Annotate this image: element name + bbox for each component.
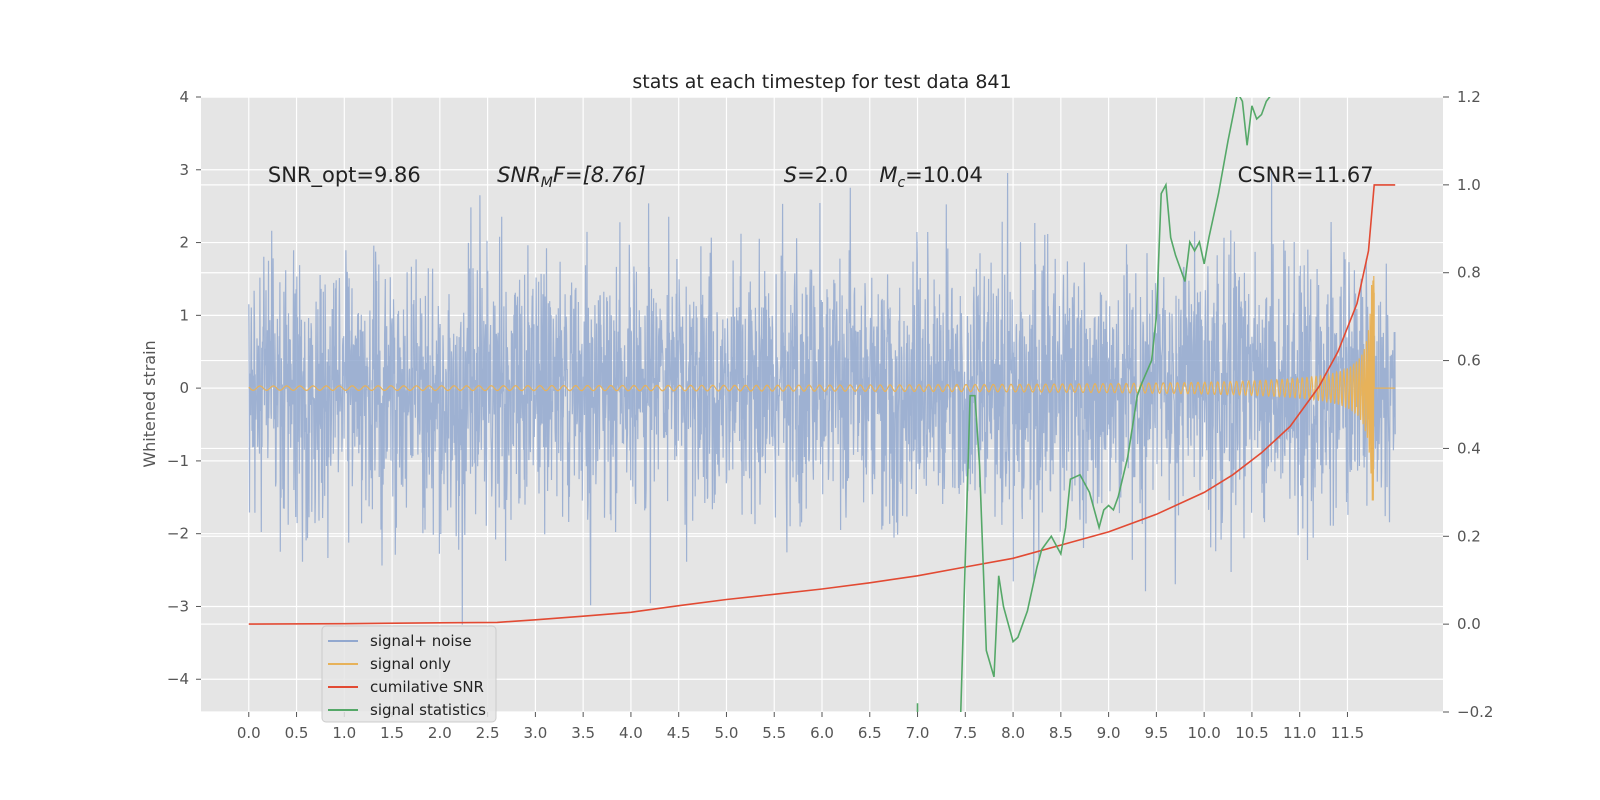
- y-tick-label: 2: [179, 234, 189, 252]
- y-tick-label: 0: [179, 379, 189, 397]
- x-tick-label: 10.5: [1235, 724, 1268, 742]
- x-tick-label: 9.5: [1144, 724, 1168, 742]
- x-tick-label: 8.5: [1049, 724, 1073, 742]
- chart-title: stats at each timestep for test data 841: [632, 71, 1011, 93]
- y-tick-label: −3: [167, 597, 189, 615]
- y-axis-label: Whitened strain: [140, 340, 159, 467]
- x-tick-label: 2.5: [476, 724, 500, 742]
- y2-tick-label: 0.6: [1457, 352, 1481, 370]
- y-tick-label: −2: [167, 525, 189, 543]
- annotation-value: F=[8.76]: [553, 163, 646, 187]
- annotation-1: SNRMF=[8.76]: [497, 163, 646, 191]
- series-signal-statistics: [916, 97, 1271, 712]
- x-tick-label: 2.0: [428, 724, 452, 742]
- y-tick-label: −1: [167, 452, 189, 470]
- x-tick-label: 0.5: [285, 724, 309, 742]
- x-tick-label: 6.0: [810, 724, 834, 742]
- annotation-symbol: M: [879, 163, 897, 187]
- legend-label: signal+ noise: [370, 632, 472, 650]
- y2-tick-label: 1.0: [1457, 176, 1481, 194]
- x-tick-label: 5.0: [715, 724, 739, 742]
- x-tick-label: 1.0: [332, 724, 356, 742]
- y-tick-label: 3: [179, 161, 189, 179]
- annotation-symbol: SNR: [497, 163, 541, 187]
- x-tick-label: 11.0: [1283, 724, 1316, 742]
- series-cumulative-snr: [248, 184, 1396, 625]
- x-tick-label: 11.5: [1331, 724, 1364, 742]
- y2-tick-label: 1.2: [1457, 88, 1481, 106]
- annotation-4: CSNR=11.67: [1238, 163, 1374, 187]
- x-tick-label: 6.5: [858, 724, 882, 742]
- y-tick-label: 1: [179, 306, 189, 324]
- x-tick-label: 3.0: [523, 724, 547, 742]
- x-tick-label: 8.0: [1001, 724, 1025, 742]
- annotation-symbol: S: [784, 163, 797, 187]
- annotation-value: =2.0: [797, 163, 848, 187]
- legend-label: signal statistics: [370, 701, 486, 719]
- x-tick-label: 1.5: [380, 724, 404, 742]
- y2-tick-label: 0.8: [1457, 264, 1481, 282]
- annotation-subscript: M: [541, 175, 553, 191]
- annotations: SNR_opt=9.86 SNRMF=[8.76] S=2.0 Mc=10.04 CSN…: [268, 163, 1374, 191]
- x-tick-label: 7.0: [906, 724, 930, 742]
- y2-tick-label: 0.0: [1457, 615, 1481, 633]
- y2-tick-label: 0.4: [1457, 439, 1481, 457]
- y2-tick-label: 0.2: [1457, 527, 1481, 545]
- y-tick-label: 4: [179, 88, 189, 106]
- axis-ticks: 0.0 0.5 1.0 1.5 2.0 2.5 3.0 3.5 4.0 4.5 5.0 5.5 6.0 6…: [167, 88, 1494, 742]
- legend: signal+ noise signal only cumilative SNR si…: [321, 625, 497, 723]
- x-tick-label: 3.5: [571, 724, 595, 742]
- x-tick-label: 0.0: [237, 724, 261, 742]
- annotation-subscript: c: [897, 175, 905, 191]
- x-tick-label: 5.5: [762, 724, 786, 742]
- annotation-value: =10.04: [905, 163, 983, 187]
- y2-tick-label: −0.2: [1457, 703, 1493, 721]
- annotation-3: Mc=10.04: [879, 163, 983, 191]
- annotation-0: SNR_opt=9.86: [268, 163, 421, 188]
- x-tick-label: 4.5: [667, 724, 691, 742]
- series-signal-only: [248, 275, 1396, 501]
- annotation-2: S=2.0: [784, 163, 848, 187]
- legend-label: cumilative SNR: [370, 678, 484, 696]
- x-tick-label: 4.0: [619, 724, 643, 742]
- x-tick-label: 7.5: [953, 724, 977, 742]
- x-tick-label: 9.0: [1097, 724, 1121, 742]
- x-tick-label: 10.0: [1187, 724, 1220, 742]
- legend-box: [321, 625, 497, 723]
- series-signal-noise: [248, 168, 1396, 625]
- y-tick-label: −4: [167, 670, 189, 688]
- legend-label: signal only: [370, 655, 451, 673]
